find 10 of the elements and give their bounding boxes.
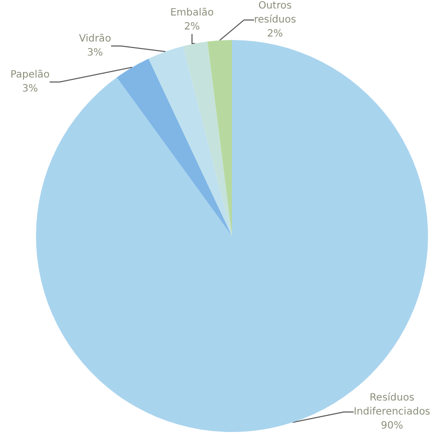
data-label: 90% (380, 420, 404, 432)
slice-label: Resíduos Indiferenciados (354, 392, 430, 418)
slice-label: Outros resíduos (254, 0, 296, 26)
slice-label: Vidrão (78, 34, 112, 44)
data-label: 3% (87, 48, 103, 58)
data-label: 2% (267, 28, 283, 40)
data-label: 3% (22, 84, 38, 94)
slice-label: Embalão (170, 8, 214, 18)
slice-label: Papelão (10, 70, 50, 80)
data-label: 2% (184, 22, 200, 32)
